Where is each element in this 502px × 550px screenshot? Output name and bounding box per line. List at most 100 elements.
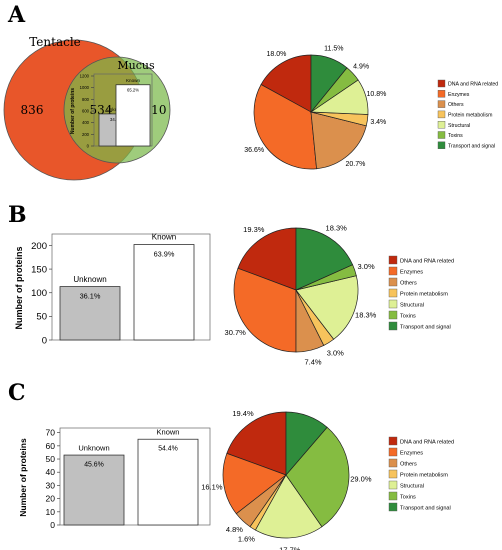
bar-percent-label: 63.9% [154, 250, 175, 259]
panel-letter-a: A [7, 2, 26, 28]
legend-a: DNA and RNA related Enzymes Others Protein … [437, 79, 498, 149]
pie-slice-label: 29.0% [350, 475, 372, 484]
legend-swatch-dna [388, 255, 398, 265]
pie-slice-label: 3.0% [358, 262, 375, 271]
legend-swatch-structural [388, 480, 398, 490]
y-tick-label: 200 [31, 241, 47, 252]
legend-label-transport: Transport and signal [400, 505, 451, 511]
venn-tentacle-only-count: 836 [21, 103, 44, 117]
bar-category-label: Known [157, 428, 180, 437]
bar-category-label: Unknown [73, 275, 106, 284]
legend-swatch-toxins [388, 310, 398, 320]
y-tick-label: 600 [82, 108, 90, 113]
pie-chart-c: 19.4% 16.1% 4.8%1.6% 17.7% 29.0% [201, 409, 372, 550]
legend-swatch-enzymes [388, 266, 398, 276]
pie-slice-transport [285, 411, 328, 476]
pie-slice-label: 4.8% [226, 525, 243, 534]
pie-slice-label: 3.0% [327, 348, 344, 357]
y-tick-label: 10 [46, 507, 56, 517]
bar-chart-b: 0 50 100 150 200 Number of proteins Unknown 36.… [14, 233, 211, 346]
legend-label-structural: Structural [400, 483, 424, 489]
legend-swatch-enzymes [388, 447, 398, 457]
y-axis-label: Number of proteins [70, 88, 76, 134]
legend-label-structural: Structural [448, 123, 470, 129]
pie-slice-label: 11.5% [324, 45, 343, 52]
legend-label-dna: DNA and RNA related [400, 258, 454, 264]
legend-swatch-protein_metabolism [388, 288, 398, 298]
pie-slice-label: 7.4% [304, 358, 321, 367]
legend-swatch-structural [388, 299, 398, 309]
bar-known [137, 438, 199, 526]
y-tick-label: 30 [46, 480, 56, 490]
bar-percent-label: 45.6% [84, 461, 104, 468]
legend-label-others: Others [400, 461, 417, 467]
y-tick-label: 400 [82, 120, 90, 125]
legend-label-toxins: Toxins [400, 313, 416, 319]
pie-slice-enzymes [233, 267, 297, 353]
legend-label-enzymes: Enzymes [400, 450, 423, 456]
pie-slice-dna [237, 227, 297, 291]
pie-slice-label: 18.3% [326, 224, 348, 233]
pie-slice-others [310, 111, 367, 170]
legend-swatch-dna [437, 79, 446, 88]
venn-tentacle-label: Tentacle [29, 35, 81, 49]
pie-slice-enzymes [222, 452, 287, 515]
y-tick-label: 200 [82, 132, 90, 137]
legend-label-toxins: Toxins [400, 494, 416, 500]
legend-label-enzymes: Enzymes [448, 92, 470, 98]
bar-category-label: Known [152, 233, 176, 242]
bar-unknown [59, 286, 121, 341]
bar-percent-label: 36.1% [80, 292, 101, 301]
pie-slice-label: 16.1% [201, 482, 223, 491]
legend-label-transport: Transport and signal [400, 324, 451, 330]
y-tick-label: 70 [46, 428, 56, 438]
pie-chart-a: 18.0% 36.6% 20.7% 3.4% 10.8% 4.9% 11.5% [244, 45, 386, 170]
bar-known [133, 244, 195, 341]
pie-slice-dna [226, 411, 287, 476]
legend-swatch-toxins [388, 491, 398, 501]
legend-swatch-others [388, 458, 398, 468]
pie-slice-label: 4.9% [353, 63, 369, 70]
y-tick-label: 1000 [80, 85, 90, 90]
legend-label-transport: Transport and signal [448, 143, 495, 149]
legend-label-protein_metabolism: Protein metabolism [400, 472, 448, 478]
bar-percent-label: 54.4% [158, 445, 178, 452]
bar-known [115, 84, 151, 147]
pie-slice-enzymes [253, 84, 317, 170]
legend-swatch-toxins [437, 131, 446, 139]
pie-slice-structural [254, 474, 323, 539]
pie-slice-label: 30.7% [225, 328, 247, 337]
bar-percent-label: 65.2% [127, 88, 139, 93]
bar-category-label: Known [126, 78, 140, 83]
pie-slice-label: 18.0% [266, 51, 286, 58]
legend-swatch-transport [388, 321, 398, 331]
bar-category-label: Unknown [78, 444, 109, 453]
legend-b: DNA and RNA related Enzymes Others Protein … [388, 255, 454, 331]
pie-slice-label: 17.7% [279, 546, 301, 550]
legend-label-toxins: Toxins [448, 133, 463, 139]
pie-slice-label: 19.3% [243, 225, 265, 234]
legend-swatch-dna [388, 436, 398, 446]
legend-swatch-others [388, 277, 398, 287]
pie-slice-label: 1.6% [238, 534, 255, 543]
pie-slice-label: 18.3% [355, 311, 377, 320]
bar-plot-frame [51, 233, 211, 341]
legend-label-dna: DNA and RNA related [448, 82, 498, 88]
y-tick-label: 150 [31, 264, 47, 275]
y-tick-label: 40 [46, 467, 56, 477]
legend-label-enzymes: Enzymes [400, 269, 423, 275]
pie-slice-structural [295, 275, 359, 340]
legend-swatch-transport [388, 502, 398, 512]
legend-swatch-protein_metabolism [388, 469, 398, 479]
legend-swatch-others [437, 100, 446, 108]
y-tick-label: 100 [31, 288, 47, 299]
legend-c: DNA and RNA related Enzymes Others Protein … [388, 436, 454, 512]
pie-slice-label: 20.7% [345, 161, 365, 168]
bar-unknown [63, 454, 125, 526]
legend-label-others: Others [400, 280, 417, 286]
pie-slice-label: 19.4% [232, 409, 254, 418]
legend-swatch-protein_metabolism [437, 110, 446, 119]
legend-label-dna: DNA and RNA related [400, 439, 454, 445]
y-axis-label: Number of proteins [18, 438, 28, 517]
